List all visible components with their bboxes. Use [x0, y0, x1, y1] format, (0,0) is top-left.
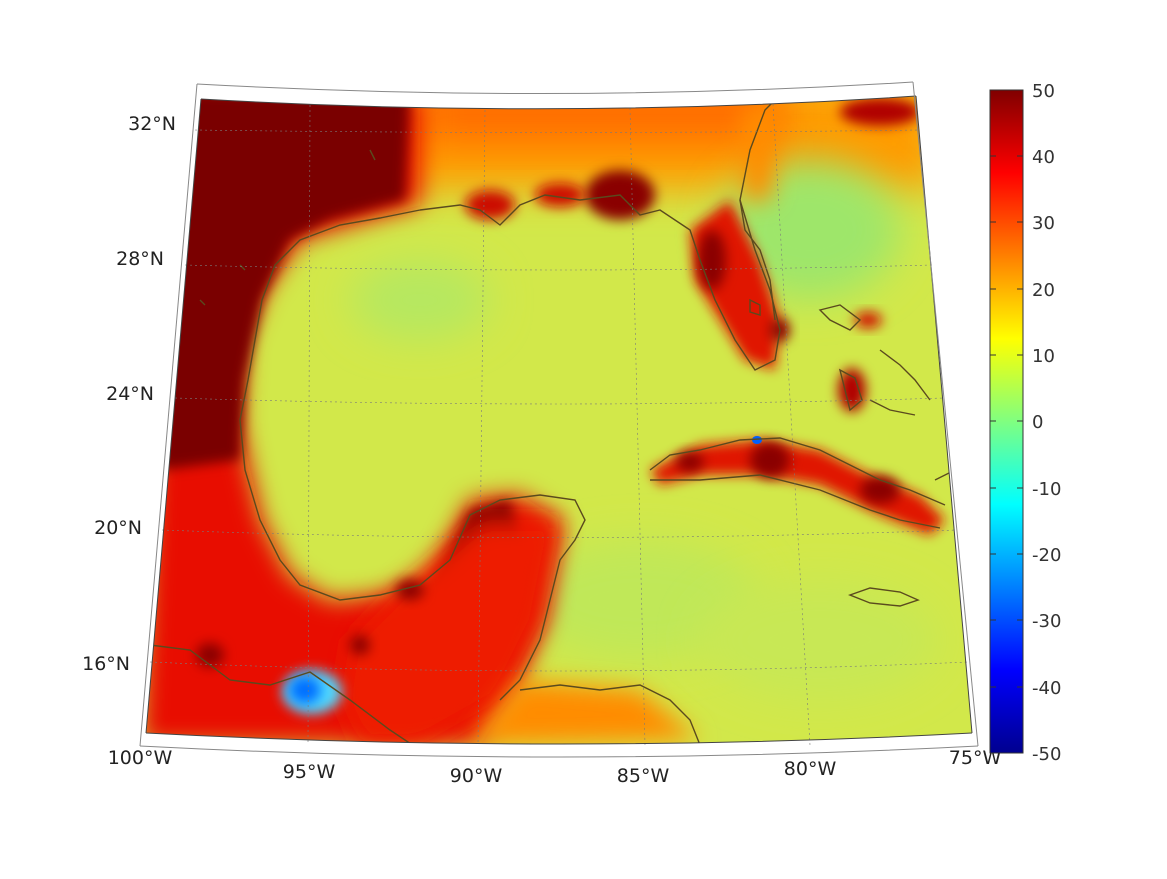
- lon-label: 80°W: [784, 758, 837, 780]
- colorbar-tick-label: -20: [1032, 545, 1061, 566]
- lat-label: 20°N: [94, 517, 142, 539]
- lat-label: 16°N: [82, 653, 130, 675]
- lon-label: 100°W: [108, 747, 173, 769]
- lat-label: 32°N: [128, 113, 176, 135]
- coastlines: [149, 96, 956, 744]
- lon-label: 75°W: [949, 747, 1002, 769]
- colorbar-tick-label: 0: [1032, 412, 1043, 433]
- lon-label: 85°W: [617, 765, 670, 787]
- colorbar-tick-label: -50: [1032, 744, 1061, 765]
- pacific-coast: [149, 644, 421, 744]
- colorbar-tick-label: -30: [1032, 611, 1061, 632]
- cuba-warm: [650, 440, 945, 535]
- lat-label: 24°N: [106, 383, 154, 405]
- lon-label: 90°W: [450, 765, 503, 787]
- lat-label: 28°N: [116, 248, 164, 270]
- colorbar-tick-label: 30: [1032, 213, 1055, 234]
- mexico-texas-hot: [160, 96, 410, 470]
- honduras-coast: [519, 684, 701, 744]
- lon-label: 95°W: [283, 761, 336, 783]
- bahamas-coast: [818, 304, 862, 331]
- colorbar-tick-label: -40: [1032, 678, 1061, 699]
- longitude-labels: 100°W 95°W 90°W 85°W 80°W 75°W: [108, 747, 1002, 787]
- colorbar-tick-label: -10: [1032, 479, 1061, 500]
- colorbar: 50 40 30 20 10 0 -10 -20 -30 -40 -50: [989, 81, 1061, 765]
- colorbar-tick-label: 50: [1032, 81, 1055, 102]
- gulf-coast-north: [419, 96, 781, 371]
- colorbar-tick-label: 40: [1032, 147, 1055, 168]
- map-frame: [139, 81, 979, 758]
- latitude-labels: 32°N 28°N 24°N 20°N 16°N: [82, 113, 176, 675]
- colorbar-tick-label: 20: [1032, 280, 1055, 301]
- grid-lines: [149, 103, 969, 746]
- jamaica-coast: [848, 587, 920, 607]
- cuba-coast: [649, 437, 946, 529]
- colorbar-tick-label: 10: [1032, 346, 1055, 367]
- gulf-coast-west: [239, 209, 586, 701]
- map-field: [146, 96, 972, 744]
